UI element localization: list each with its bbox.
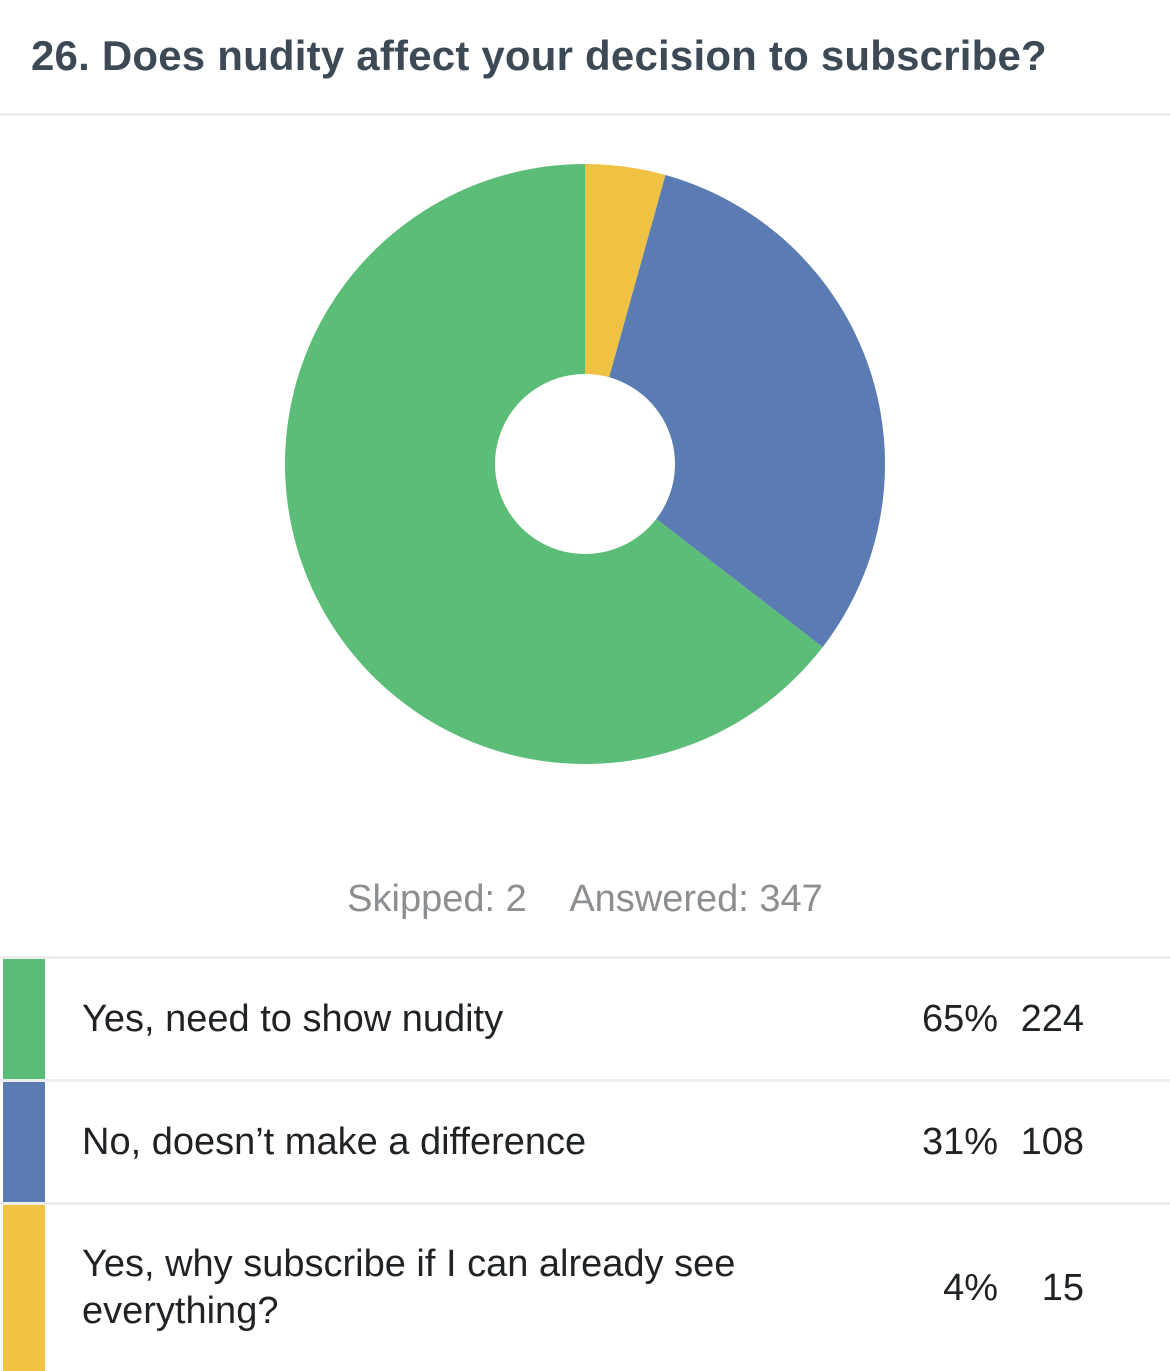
legend-row-no-difference: No, doesn’t make a difference 31% 108: [0, 1082, 1170, 1205]
question-title: 26. Does nudity affect your decision to …: [31, 32, 1047, 79]
donut-chart: [285, 164, 886, 764]
legend-swatch-blue: [3, 1082, 45, 1202]
legend-row-why-subscribe: Yes, why subscribe if I can already see …: [0, 1205, 1170, 1371]
legend-percent: 31%: [921, 1120, 998, 1163]
legend-label: Yes, why subscribe if I can already see …: [82, 1243, 736, 1332]
legend-count: 15: [1041, 1266, 1084, 1309]
legend-count: 108: [1020, 1120, 1084, 1163]
legend-label: Yes, need to show nudity: [82, 997, 504, 1040]
skipped-count: Skipped: 2: [347, 878, 527, 920]
answer-legend: Yes, need to show nudity 65% 224 No, doe…: [0, 956, 1170, 1371]
legend-percent: 65%: [921, 997, 998, 1040]
legend-swatch-yellow: [3, 1205, 45, 1371]
legend-swatch-green: [3, 959, 45, 1079]
answered-count: Answered: 347: [569, 878, 823, 920]
legend-percent: 4%: [943, 1266, 998, 1309]
question-header: 26. Does nudity affect your decision to …: [0, 0, 1170, 116]
slice-yes-need-nudity[interactable]: [285, 164, 823, 764]
chart-area: Skipped: 2 Answered: 347: [0, 116, 1170, 956]
slice-why-subscribe[interactable]: [585, 164, 666, 378]
response-summary: Skipped: 2 Answered: 347: [0, 878, 1170, 921]
legend-count: 224: [1020, 997, 1084, 1040]
slice-no-difference[interactable]: [609, 174, 886, 648]
legend-row-yes-need-nudity: Yes, need to show nudity 65% 224: [0, 959, 1170, 1082]
legend-label: No, doesn’t make a difference: [82, 1120, 587, 1163]
